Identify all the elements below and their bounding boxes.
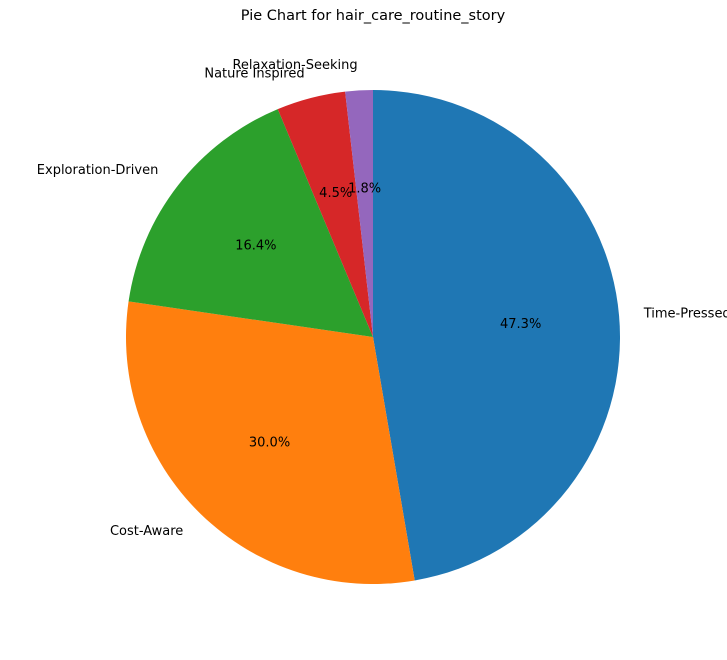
pie-slices — [126, 90, 621, 584]
pie-pct-label-exploration-driven: 16.4% — [235, 239, 276, 254]
pie-slice-exploration-driven — [128, 109, 373, 338]
pie-slice-nature-inspired — [277, 91, 373, 337]
pie-category-label-relaxation-seeking: Relaxation-Seeking — [232, 58, 357, 73]
pie-slice-cost-aware — [126, 301, 415, 584]
pie-slice-time-pressed — [373, 90, 621, 581]
pie-pct-label-time-pressed: 47.3% — [500, 317, 541, 332]
pie-category-label-nature-inspired: Nature Inspired — [204, 67, 304, 82]
pie-pct-label-nature-inspired: 4.5% — [319, 186, 352, 201]
pie-labels: 47.3% Time-Pressed 30.0% Cost-Aware 16.4% Exp… — [37, 58, 727, 539]
pie-category-label-exploration-driven: Exploration-Driven — [37, 163, 159, 178]
pie-pct-label-cost-aware: 30.0% — [249, 436, 290, 451]
pie-slice-relaxation-seeking — [345, 90, 373, 337]
pie-pct-label-relaxation-seeking: 1.8% — [348, 182, 381, 197]
chart-title: Pie Chart for hair_care_routine_story — [240, 8, 506, 24]
pie-category-label-cost-aware: Cost-Aware — [110, 524, 183, 539]
pie-category-label-time-pressed: Time-Pressed — [643, 306, 727, 321]
